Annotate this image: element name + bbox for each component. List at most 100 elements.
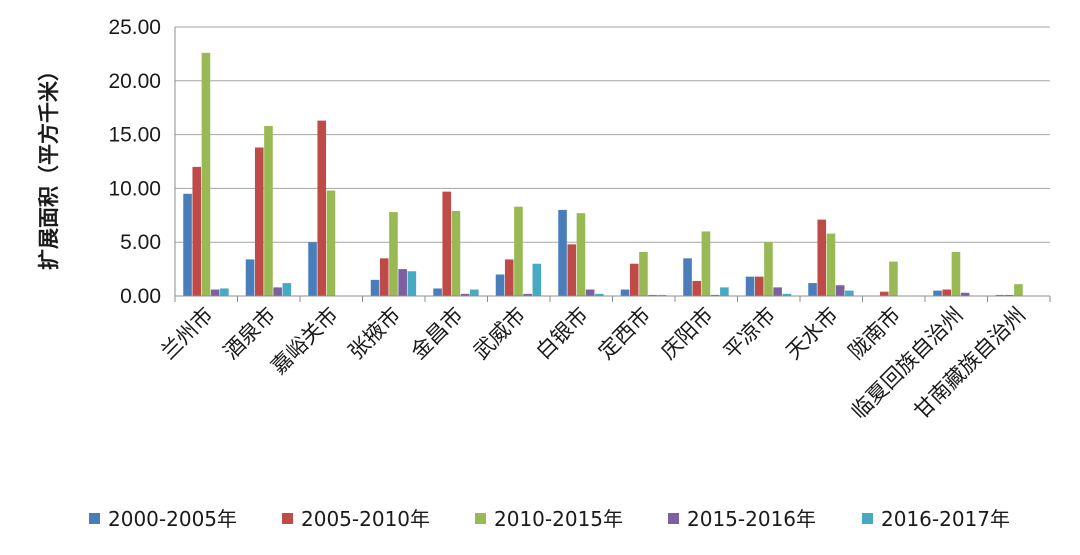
x-category-label: 嘉峪关市 [266,303,342,379]
bar [745,276,755,296]
x-category-label: 白银市 [531,303,593,365]
legend-label: 2010-2015年 [494,507,623,531]
bar [710,294,720,296]
bar [398,269,407,296]
bar [183,193,192,296]
bar [264,125,273,296]
bar [951,251,961,296]
y-tick-label: 15.00 [108,124,161,147]
y-tick-label: 0.00 [120,285,161,308]
bar [754,276,764,296]
bar [220,288,229,296]
bar [407,271,417,296]
bar [701,231,711,296]
bar [835,285,845,296]
legend-swatch [89,513,100,524]
y-tick-label: 5.00 [120,231,161,254]
x-category-label: 平凉市 [719,303,781,365]
x-category-label: 庆阳市 [656,303,718,365]
bar [442,191,452,296]
bar [960,292,970,296]
x-category-label: 武威市 [469,303,531,365]
bar [657,294,667,296]
legend-swatch [862,513,873,524]
x-category-label: 张掖市 [344,303,406,365]
bar [889,261,898,296]
axes [174,27,1051,302]
bar [370,279,380,296]
bar [808,283,817,296]
bar [826,233,836,296]
x-category-label: 甘南藏族自治州 [909,303,1030,424]
x-category-label: 临夏回族自治州 [847,303,968,424]
bar [933,290,942,296]
bar [308,242,317,296]
x-category-label: 定西市 [594,303,656,365]
y-tick-labels: 0.00 5.00 10.00 15.00 20.00 25.00 [108,16,161,308]
bar [201,52,211,296]
bar [523,293,532,296]
y-tick-label: 10.00 [108,177,161,200]
legend-label: 2000-2005年 [108,507,237,531]
bar [460,293,470,296]
bar [317,120,327,296]
bar [245,259,255,296]
bar [273,287,282,296]
y-axis-label: 扩展面积（平方千米） [37,60,61,270]
bar [942,289,952,296]
bar [692,280,702,296]
legend-label: 2005-2010年 [301,507,430,531]
legend-swatch [282,513,293,524]
bar [595,293,604,296]
grid-lines [175,26,1050,243]
x-category-label: 天水市 [781,303,843,365]
bar [817,219,827,296]
bar [845,290,854,296]
bar [648,294,657,296]
bar [379,258,389,296]
bar [567,244,577,296]
legend-label: 2015-2016年 [687,507,816,531]
bar [514,206,523,296]
legend-label: 2016-2017年 [881,507,1010,531]
bar [558,209,567,296]
bar [764,242,773,296]
legend-swatch [668,513,679,524]
bar [470,289,479,296]
bar [504,259,514,296]
bar [389,212,398,296]
x-category-label: 兰州市 [156,303,218,365]
x-category-label: 金昌市 [406,303,468,365]
legend-swatch [475,513,486,524]
bar [1014,284,1023,296]
x-category-label: 酒泉市 [219,303,281,365]
bar [782,293,792,296]
bar [683,258,692,296]
bar [720,287,729,296]
bar [1004,294,1014,296]
bars [183,52,1023,296]
bar [639,251,648,296]
legend: 2000-2005年 2005-2010年 2010-2015年 2015-2016年… [89,507,1010,531]
bar [629,263,639,296]
bar [451,210,461,296]
y-tick-label: 20.00 [108,70,161,93]
bar [192,166,202,296]
bar [532,263,542,296]
bar [282,283,292,296]
bar [995,294,1005,296]
bar [326,190,336,296]
bar [495,274,505,296]
x-category-label: 陇南市 [844,303,906,365]
bar [879,291,889,296]
bar [254,147,264,296]
y-tick-label: 25.00 [108,16,161,39]
bar [585,289,595,296]
bar [576,213,586,296]
bar [433,288,442,296]
bar [773,287,782,296]
bar [620,289,630,296]
bar [210,289,220,296]
